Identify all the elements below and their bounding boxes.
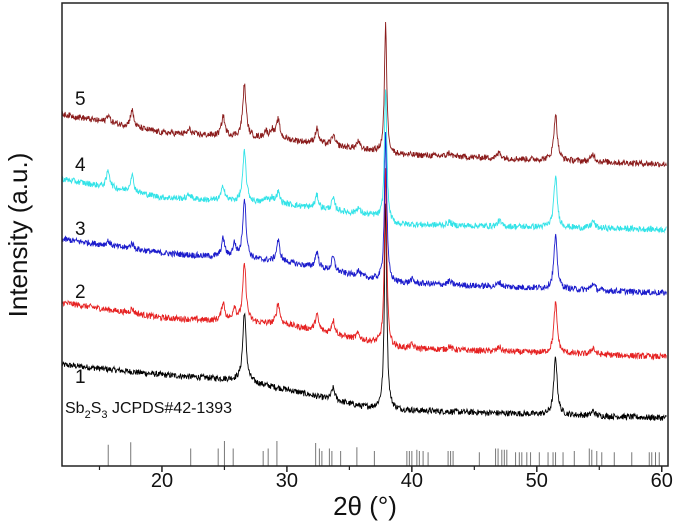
x-tick-label: 20 bbox=[151, 470, 173, 492]
series-line-1 bbox=[61, 203, 667, 422]
series-label-5: 5 bbox=[75, 89, 86, 110]
series-line-5 bbox=[61, 21, 667, 168]
series-layer bbox=[61, 21, 667, 422]
series-label-2: 2 bbox=[75, 282, 86, 303]
x-tick-label: 50 bbox=[526, 470, 548, 492]
series-line-3 bbox=[61, 131, 667, 297]
series-labels: 1 2 3 4 5 bbox=[75, 89, 86, 388]
series-label-1: 1 bbox=[75, 367, 86, 388]
x-tick-label: 40 bbox=[401, 470, 423, 492]
y-axis-label: Intensity (a.u.) bbox=[3, 153, 33, 318]
series-label-4: 4 bbox=[75, 155, 86, 176]
reference-label: Sb2S3 JCPDS#42-1393 bbox=[65, 400, 232, 421]
series-line-4 bbox=[61, 89, 667, 234]
x-tick-label: 30 bbox=[276, 470, 298, 492]
series-label-3: 3 bbox=[75, 219, 86, 240]
x-tick-label: 60 bbox=[651, 470, 673, 492]
reference-sticks bbox=[107, 441, 660, 466]
series-line-2 bbox=[61, 168, 667, 361]
x-axis-label: 2θ (°) bbox=[333, 491, 397, 521]
x-axis-ticks: 20 30 40 50 60 bbox=[98, 466, 673, 492]
plot-frame bbox=[61, 2, 669, 467]
